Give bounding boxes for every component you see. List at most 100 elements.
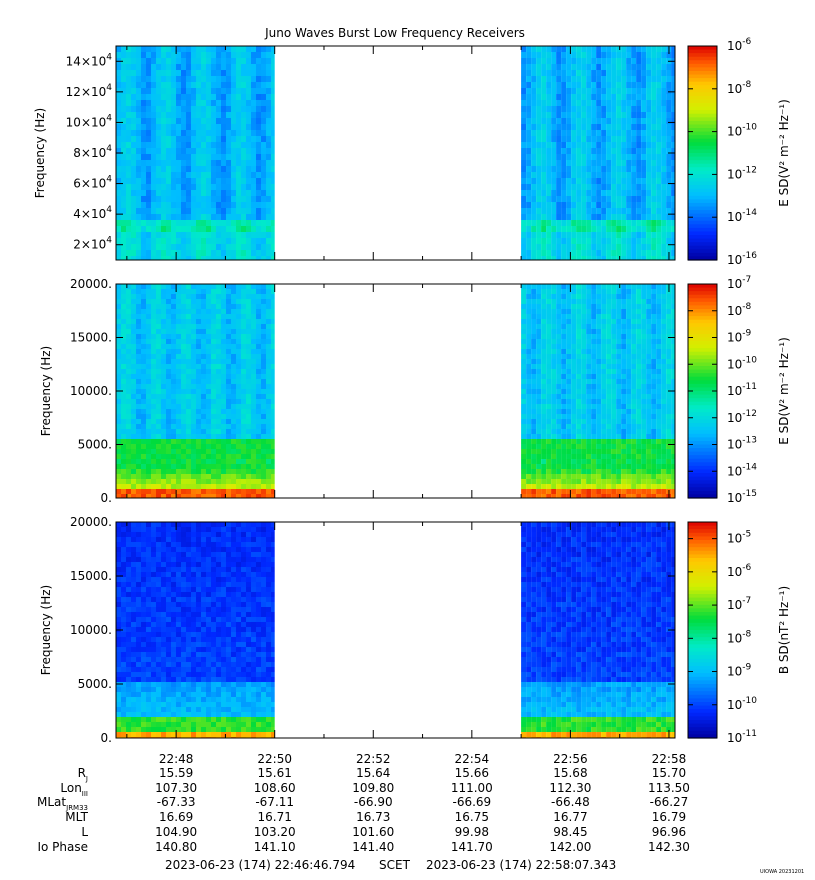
spectrogram-cell	[636, 494, 642, 498]
spectrogram-cell	[211, 238, 216, 244]
spectrogram-cell	[161, 190, 166, 196]
spectrogram-cell	[606, 202, 612, 208]
spectrogram-cell	[251, 379, 256, 384]
spectrogram-cell	[531, 394, 537, 399]
spectrogram-cell	[671, 190, 675, 196]
spectrogram-cell	[611, 469, 617, 474]
spectrogram-cell	[626, 399, 632, 404]
spectrogram-cell	[191, 459, 196, 464]
spectrogram-cell	[201, 118, 206, 124]
spectrogram-cell	[196, 449, 201, 454]
spectrogram-cell	[151, 314, 156, 319]
spectrogram-cell	[261, 364, 266, 369]
spectrogram-cell	[176, 226, 181, 232]
spectrogram-cell	[611, 344, 617, 349]
spectrogram-cell	[121, 220, 126, 226]
spectrogram-cell	[226, 479, 231, 484]
spectrogram-cell	[196, 244, 201, 250]
spectrogram-cell	[536, 324, 542, 329]
spectrogram-cell	[166, 304, 171, 309]
spectrogram-cell	[551, 419, 557, 424]
spectrogram-cell	[551, 469, 557, 474]
spectrogram-cell	[146, 124, 151, 130]
spectrogram-cell	[541, 100, 547, 106]
spectrogram-cell	[251, 160, 256, 166]
spectrogram-cell	[611, 214, 617, 220]
spectrogram-cell	[156, 124, 161, 130]
spectrogram-cell	[531, 148, 537, 154]
spectrogram-cell	[581, 196, 587, 202]
spectrogram-cell	[226, 220, 231, 226]
spectrogram-cell	[236, 304, 241, 309]
spectrogram-cell	[251, 404, 256, 409]
spectrogram-cell	[271, 379, 275, 384]
spectrogram-cell	[561, 384, 567, 389]
spectrogram-cell	[566, 160, 572, 166]
spectrogram-cell	[176, 130, 181, 136]
spectrogram-cell	[121, 256, 126, 260]
spectrogram-cell	[541, 88, 547, 94]
spectrogram-cell	[261, 190, 266, 196]
spectrogram-cell	[236, 394, 241, 399]
spectrogram-cell	[621, 52, 627, 58]
spectrogram-cell	[246, 374, 251, 379]
spectrogram-cell	[536, 250, 542, 256]
spectrogram-cell	[261, 494, 266, 498]
spectrogram-cell	[551, 154, 557, 160]
spectrogram-cell	[186, 172, 191, 178]
spectrogram-cell	[176, 166, 181, 172]
spectrogram-cell	[136, 52, 141, 58]
spectrogram-cell	[131, 172, 136, 178]
spectrogram-cell	[216, 58, 221, 64]
spectrogram-cell	[186, 184, 191, 190]
spectrogram-cell	[131, 429, 136, 434]
spectrogram-cell	[171, 190, 176, 196]
spectrogram-cell	[161, 184, 166, 190]
spectrogram-cell	[191, 334, 196, 339]
spectrogram-cell	[251, 354, 256, 359]
spectrogram-cell	[611, 464, 617, 469]
spectrogram-cell	[161, 160, 166, 166]
spectrogram-cell	[606, 474, 612, 479]
spectrogram-cell	[146, 429, 151, 434]
spectrogram-cell	[186, 100, 191, 106]
spectrogram-cell	[181, 166, 186, 172]
spectrogram-cell	[256, 82, 261, 88]
spectrogram-cell	[636, 344, 642, 349]
spectrogram-cell	[186, 329, 191, 334]
spectrogram-cell	[216, 359, 221, 364]
spectrogram-cell	[526, 349, 532, 354]
spectrogram-cell	[216, 344, 221, 349]
spectrogram-cell	[156, 46, 161, 52]
spectrogram-cell	[131, 444, 136, 449]
spectrogram-cell	[161, 100, 166, 106]
spectrogram-cell	[606, 364, 612, 369]
spectrogram-cell	[221, 364, 226, 369]
spectrogram-cell	[566, 374, 572, 379]
spectrogram-cell	[201, 284, 206, 289]
spectrogram-cell	[571, 309, 577, 314]
spectrogram-cell	[606, 394, 612, 399]
spectrogram-cell	[606, 208, 612, 214]
spectrogram-cell	[251, 256, 256, 260]
y-tick-label: 4×104	[73, 205, 112, 221]
spectrogram-cell	[191, 339, 196, 344]
spectrogram-cell	[521, 106, 527, 112]
spectrogram-cell	[626, 46, 632, 52]
spectrogram-cell	[256, 256, 261, 260]
spectrogram-cell	[121, 154, 126, 160]
spectrogram-cell	[631, 232, 637, 238]
spectrogram-cell	[126, 220, 131, 226]
spectrogram-cell	[211, 118, 216, 124]
spectrogram-cell	[656, 444, 662, 449]
spectrogram-cell	[651, 449, 657, 454]
spectrogram-cell	[631, 329, 637, 334]
spectrogram-cell	[551, 439, 557, 444]
spectrogram-cell	[561, 354, 567, 359]
spectrogram-cell	[201, 294, 206, 299]
spectrogram-cell	[586, 354, 592, 359]
spectrogram-cell	[261, 94, 266, 100]
spectrogram-cell	[646, 106, 652, 112]
spectrogram-cell	[171, 64, 176, 70]
spectrogram-cell	[231, 349, 236, 354]
